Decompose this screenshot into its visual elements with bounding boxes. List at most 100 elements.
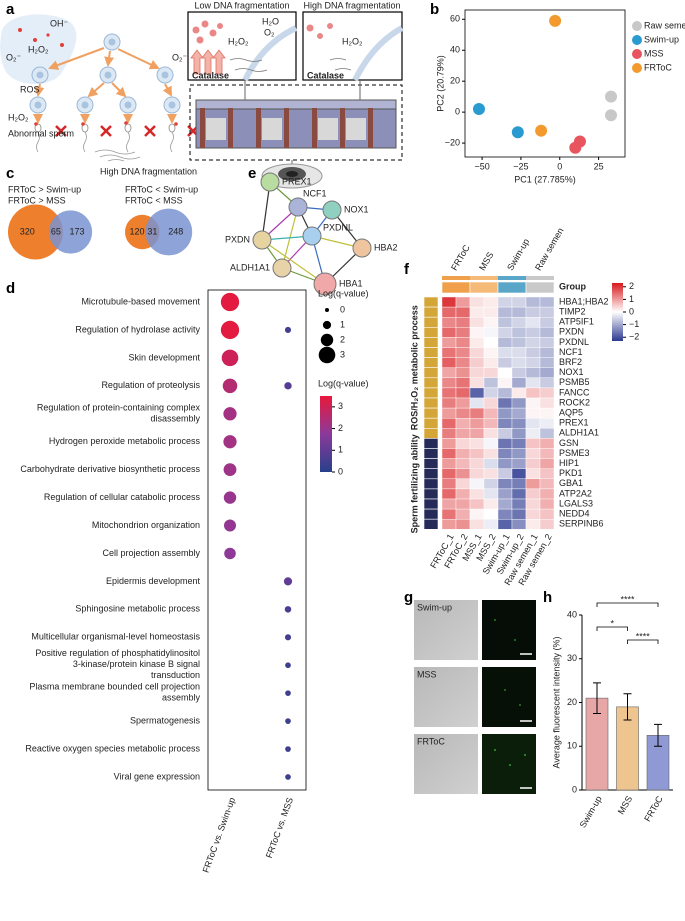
heat-cell (497, 407, 513, 419)
network-node (260, 172, 280, 192)
term-label: Sphingosine metabolic process (75, 604, 200, 614)
heat-cell (511, 448, 527, 459)
block-cell (423, 337, 439, 348)
heat-cell (455, 458, 471, 469)
point (549, 14, 562, 27)
heat-cell (469, 478, 485, 490)
group-label: FRToC (449, 243, 472, 273)
heat-cell (469, 347, 485, 358)
gene-label: GBA1 (559, 478, 583, 488)
dot (285, 662, 291, 669)
dot (223, 463, 237, 477)
heat-cell (525, 418, 541, 429)
ros-label: OH⁻ (50, 18, 69, 28)
heat-cell (441, 478, 457, 490)
heat-cell (483, 468, 499, 480)
heat-cell (511, 347, 527, 358)
significance-bracket (596, 602, 659, 607)
node-label: HBA1 (339, 278, 363, 288)
heat-cell (469, 458, 485, 469)
network-node (302, 226, 322, 246)
term-label: Positive regulation of phosphatidylinosi… (35, 649, 200, 681)
gene-label: LGALS3 (559, 498, 593, 508)
heat-cell (441, 508, 457, 520)
heat-cell (455, 397, 471, 409)
box-text: Catalase (307, 70, 344, 80)
dot (224, 519, 236, 532)
color-tick-label: 1 (338, 445, 343, 455)
term-label: Regulation of protein-containing complex… (37, 403, 201, 424)
heat-cell (483, 357, 499, 368)
heat-cell (511, 468, 527, 480)
heat-cell (455, 448, 471, 459)
heat-cell (525, 488, 541, 500)
panel-label: c (6, 165, 14, 182)
heat-cell (525, 397, 541, 409)
heat-cell (441, 407, 457, 419)
heat-cell (497, 428, 513, 439)
box-text: H₂O₂ (228, 36, 249, 46)
panel-label: f (404, 261, 410, 278)
heat-cell (539, 347, 555, 358)
term-label: Carbohydrate derivative biosynthetic pro… (20, 464, 200, 474)
heat-cell (511, 367, 527, 379)
point (535, 124, 548, 137)
heat-cell (483, 377, 499, 389)
plot-frame (207, 289, 307, 791)
heat-cell (497, 438, 513, 449)
heat-cell (511, 498, 527, 510)
heat-cell (539, 357, 555, 368)
size-key-label: 2 (340, 334, 345, 344)
legend-label: MSS (644, 48, 664, 58)
point (605, 90, 618, 103)
heat-cell (497, 448, 513, 459)
heat-cell (441, 357, 457, 368)
term-label: Spermatogenesis (130, 715, 201, 725)
gene-label: HBA1;HBA2 (559, 296, 609, 306)
heat-cell (511, 428, 527, 439)
heat-cell (497, 418, 513, 429)
color-tick-label: 3 (338, 401, 343, 411)
heat-cell (497, 488, 513, 500)
heat-cell (469, 327, 485, 338)
size-key (320, 333, 334, 347)
heat-cell (525, 347, 541, 358)
heat-cell (469, 519, 485, 530)
heat-cell (483, 367, 499, 379)
node-label: ALDH1A1 (230, 262, 270, 272)
heat-cell (511, 317, 527, 328)
heat-cell (469, 377, 485, 389)
heat-cell (483, 458, 499, 469)
heat-cell (539, 478, 555, 490)
image-label: Swim-up (417, 602, 452, 612)
block-label: Sperm fertilizing ability (409, 434, 419, 533)
heat-cell (469, 488, 485, 500)
heat-cell (455, 478, 471, 490)
heat-cell (497, 337, 513, 348)
network-edge (261, 181, 271, 241)
venn-count: 31 (147, 226, 157, 236)
node-label: NCF1 (303, 188, 327, 198)
heat-cell (455, 347, 471, 358)
node-label: HBA2 (374, 242, 398, 252)
gene-label: SERPINB6 (559, 519, 604, 529)
heat-cell (511, 438, 527, 449)
heat-cell (483, 306, 499, 318)
heat-cell (525, 377, 541, 389)
heat-cell (455, 428, 471, 439)
heat-cell (469, 438, 485, 449)
x-tick-label: −25 (513, 161, 528, 171)
box-text: O₂ (264, 27, 275, 37)
panel-label: a (6, 1, 15, 18)
block-cell (423, 357, 439, 369)
venn-count: 120 (130, 226, 145, 236)
ros-label: H₂O₂ (8, 112, 29, 122)
heat-cell (441, 337, 457, 348)
panel-label: d (6, 280, 15, 297)
box-text: H₂O₂ (342, 36, 363, 46)
heat-cell (525, 448, 541, 459)
heat-cell (539, 498, 555, 510)
dot (284, 606, 292, 613)
group-strip (526, 276, 554, 280)
heat-cell (469, 387, 485, 399)
